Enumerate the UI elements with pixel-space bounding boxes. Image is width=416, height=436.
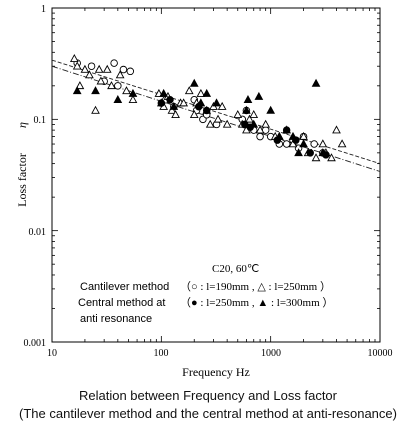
point-open-circle xyxy=(310,140,318,148)
point-filled-triangle xyxy=(128,88,138,97)
point-filled-triangle xyxy=(202,88,212,97)
figure-caption-line2: (The cantilever method and the central m… xyxy=(19,406,397,421)
x-tick-label-10: 10 xyxy=(47,348,57,359)
point-open-triangle xyxy=(213,114,223,123)
y-tick-label-0.1: 0.1 xyxy=(34,115,47,126)
point-open-triangle xyxy=(249,109,259,118)
legend-method2-line1: Central method at xyxy=(78,297,165,309)
x-axis-label: Frequency Hz xyxy=(182,365,250,379)
point-open-triangle xyxy=(261,119,271,128)
point-filled-triangle xyxy=(288,131,298,140)
plot-frame xyxy=(51,7,381,343)
point-filled-triangle xyxy=(299,139,308,148)
point-open-triangle xyxy=(327,153,336,162)
point-filled-triangle xyxy=(249,119,259,128)
point-open-triangle xyxy=(337,139,347,148)
point-open-triangle xyxy=(205,119,215,128)
point-open-triangle xyxy=(128,94,138,103)
point-open-triangle xyxy=(332,125,341,134)
point-open-triangle xyxy=(179,98,189,107)
point-open-triangle xyxy=(72,61,82,70)
point-open-triangle xyxy=(115,70,125,79)
x-tick-label-10000: 10000 xyxy=(368,348,393,359)
point-filled-triangle xyxy=(294,148,303,157)
point-filled-circle xyxy=(166,95,174,104)
legend: C20, 60℃ Cantilever method （○ : l=190mm … xyxy=(78,263,333,325)
y-axis-label: Loss factor xyxy=(15,153,29,207)
point-filled-triangle xyxy=(311,78,321,87)
point-open-triangle xyxy=(85,70,94,79)
point-filled-triangle xyxy=(169,101,179,110)
y-tick-label-0.01: 0.01 xyxy=(29,227,47,238)
point-filled-triangle xyxy=(243,94,253,103)
point-filled-triangle xyxy=(254,91,264,100)
point-open-circle xyxy=(126,67,135,76)
point-open-circle xyxy=(87,62,96,70)
point-open-triangle xyxy=(96,76,106,85)
point-filled-circle xyxy=(202,106,211,115)
point-open-triangle xyxy=(189,109,199,118)
point-open-triangle xyxy=(184,86,194,95)
legend-method1: Cantilever method xyxy=(80,281,169,293)
point-open-triangle xyxy=(245,114,254,123)
point-open-triangle xyxy=(233,109,243,118)
y-tick-label-1: 1 xyxy=(41,4,46,15)
point-open-triangle xyxy=(196,88,206,97)
point-open-triangle xyxy=(107,81,116,90)
figure-caption-line1: Relation between Frequency and Loss fact… xyxy=(79,388,337,403)
point-open-triangle xyxy=(171,109,180,118)
point-open-triangle xyxy=(318,139,328,148)
point-filled-triangle xyxy=(318,148,328,157)
point-filled-triangle xyxy=(189,78,199,87)
point-open-circle xyxy=(110,59,118,67)
point-filled-triangle xyxy=(212,98,221,107)
point-open-triangle xyxy=(75,81,85,90)
point-open-triangle xyxy=(91,105,100,114)
fit-line xyxy=(51,59,381,165)
data-points xyxy=(69,54,347,162)
x-tick-label-1000: 1000 xyxy=(261,348,281,359)
legend-method2-line2: anti resonance xyxy=(80,313,152,325)
point-filled-circle xyxy=(306,149,314,157)
point-filled-triangle xyxy=(159,88,169,97)
point-filled-circle xyxy=(157,99,166,107)
chart: 1 0.1 0.01 0.001 10 100 1000 10000 Frequ… xyxy=(15,4,393,379)
point-filled-triangle xyxy=(72,86,82,95)
point-open-circle xyxy=(114,82,122,90)
point-filled-triangle xyxy=(196,98,206,107)
point-filled-circle xyxy=(282,126,291,134)
point-open-triangle xyxy=(222,119,232,128)
point-open-triangle xyxy=(122,86,131,95)
y-tick-label-0.001: 0.001 xyxy=(24,338,47,349)
legend-condition: C20, 60℃ xyxy=(212,263,259,275)
point-open-triangle xyxy=(102,64,112,73)
point-filled-triangle xyxy=(113,94,123,103)
point-open-triangle xyxy=(80,64,90,73)
legend-method1-detail: （○ : l=190mm , △ : l=250mm ） xyxy=(180,280,331,293)
point-filled-triangle xyxy=(266,105,276,114)
point-open-circle xyxy=(282,140,291,148)
point-open-triangle xyxy=(255,125,265,134)
point-open-triangle xyxy=(94,64,104,73)
x-tick-label-100: 100 xyxy=(154,348,169,359)
point-open-triangle xyxy=(69,54,79,63)
point-open-triangle xyxy=(311,153,321,162)
point-open-triangle xyxy=(167,105,177,114)
point-filled-triangle xyxy=(274,131,284,140)
y-axis-symbol: η xyxy=(15,122,29,128)
point-filled-triangle xyxy=(91,86,100,95)
point-filled-triangle xyxy=(242,105,251,114)
minor-ticks xyxy=(51,8,380,343)
point-open-circle xyxy=(256,132,264,141)
point-open-circle xyxy=(119,65,128,74)
legend-method2-detail: （● : l=250mm , ▲ : l=300mm ） xyxy=(180,296,333,309)
